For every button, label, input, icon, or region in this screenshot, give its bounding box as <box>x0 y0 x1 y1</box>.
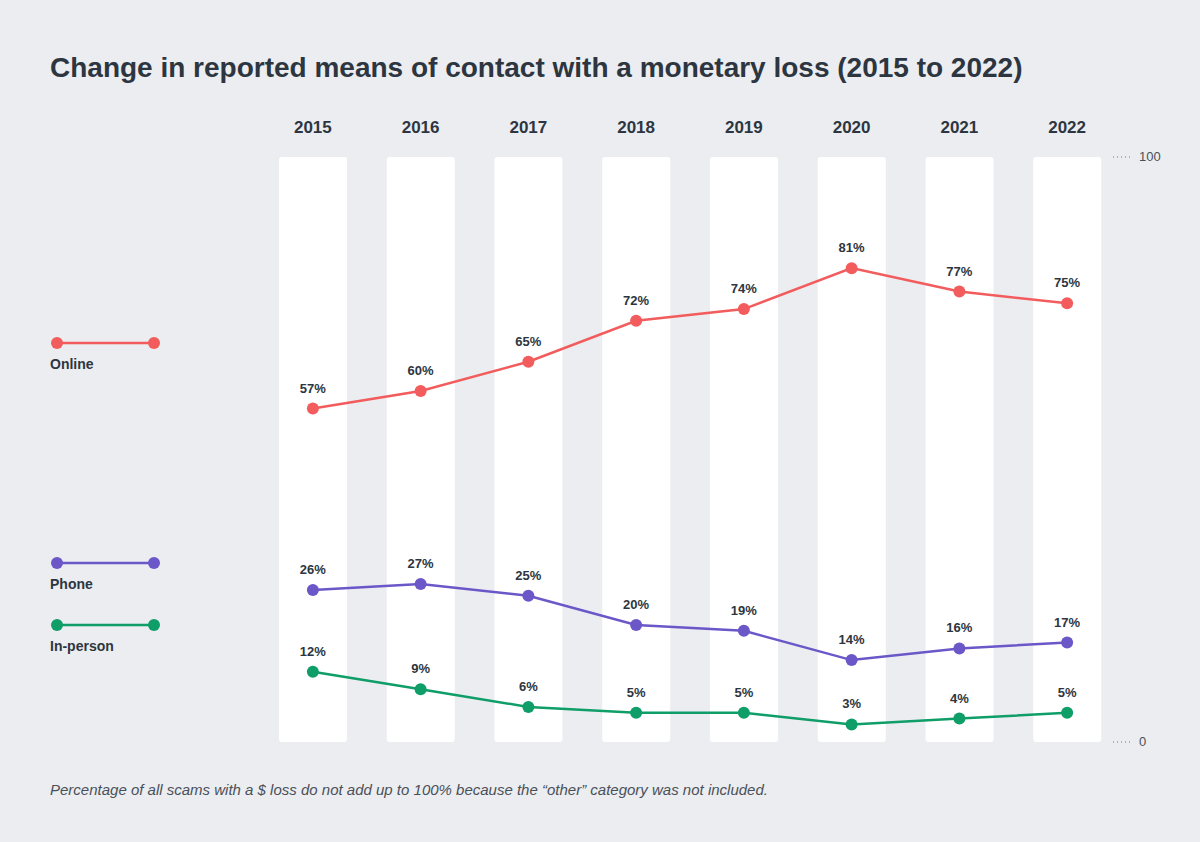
html-text:Phone: Phone <box>50 576 93 592</box>
svg-text:100: 100 <box>1139 149 1161 164</box>
html-text:Online: Online <box>50 356 94 372</box>
svg-text:26%: 26% <box>300 562 326 577</box>
svg-text:60%: 60% <box>408 363 434 378</box>
svg-text:81%: 81% <box>839 240 865 255</box>
html-text:In-person: In-person <box>50 638 114 654</box>
svg-text:65%: 65% <box>515 334 541 349</box>
svg-text:3%: 3% <box>842 696 861 711</box>
svg-text:2015: 2015 <box>294 118 332 137</box>
svg-text:14%: 14% <box>839 632 865 647</box>
svg-text:4%: 4% <box>950 691 969 706</box>
svg-text:2021: 2021 <box>940 118 978 137</box>
svg-text:20%: 20% <box>623 597 649 612</box>
svg-text:5%: 5% <box>627 685 646 700</box>
svg-text:57%: 57% <box>300 381 326 396</box>
svg-text:2022: 2022 <box>1048 118 1086 137</box>
svg-text:74%: 74% <box>731 281 757 296</box>
svg-text:12%: 12% <box>300 644 326 659</box>
svg-text:19%: 19% <box>731 603 757 618</box>
svg-text:77%: 77% <box>946 264 972 279</box>
svg-text:2017: 2017 <box>509 118 547 137</box>
svg-text:5%: 5% <box>1058 685 1077 700</box>
html-text:Change in reported means of co: Change in reported means of contact with… <box>50 52 1023 83</box>
html-text:Percentage of all scams with a: Percentage of all scams with a $ loss do… <box>50 781 768 798</box>
svg-text:5%: 5% <box>734 685 753 700</box>
svg-text:16%: 16% <box>946 620 972 635</box>
svg-text:72%: 72% <box>623 293 649 308</box>
svg-text:2018: 2018 <box>617 118 655 137</box>
svg-text:6%: 6% <box>519 679 538 694</box>
svg-text:2016: 2016 <box>402 118 440 137</box>
svg-text:17%: 17% <box>1054 615 1080 630</box>
svg-text:0: 0 <box>1139 734 1146 749</box>
svg-text:2020: 2020 <box>833 118 871 137</box>
svg-text:2019: 2019 <box>725 118 763 137</box>
svg-text:75%: 75% <box>1054 275 1080 290</box>
svg-text:25%: 25% <box>515 568 541 583</box>
svg-text:9%: 9% <box>411 661 430 676</box>
svg-text:27%: 27% <box>408 556 434 571</box>
